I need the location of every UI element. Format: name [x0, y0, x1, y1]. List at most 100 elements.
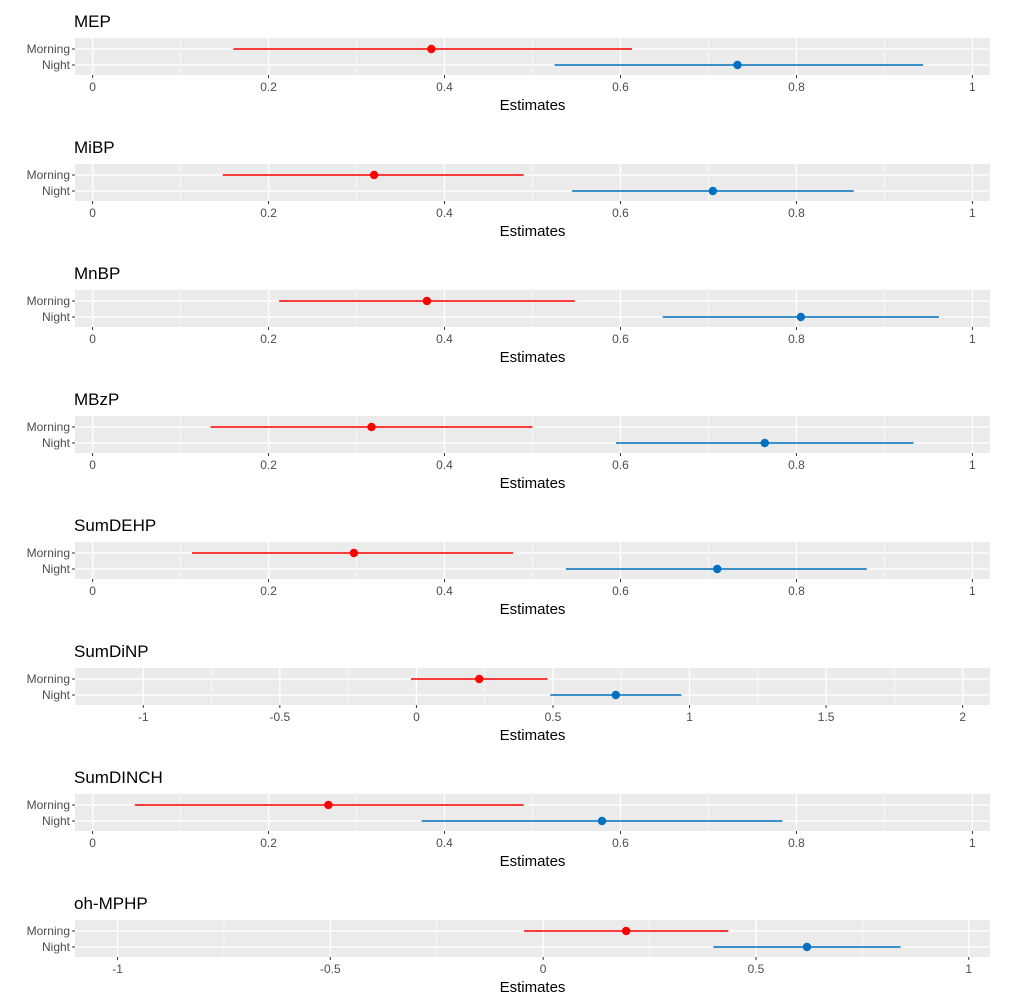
- x-axis-title: Estimates: [500, 223, 566, 240]
- x-tick-label: 0.8: [788, 584, 805, 598]
- x-axis-title: Estimates: [500, 601, 566, 618]
- x-tick-label: 0.6: [612, 458, 629, 472]
- panel-MBzP: MBzP Morning Night 0 0.2 0.4 0.6 0.8 1 Estimates: [27, 390, 990, 492]
- panel-title: SumDiNP: [74, 642, 149, 661]
- panel-title: MEP: [74, 12, 111, 31]
- y-label-morning: Morning: [27, 420, 70, 434]
- y-label-night: Night: [42, 940, 71, 954]
- x-tick-label: 0: [89, 332, 96, 346]
- panel-title: SumDEHP: [74, 516, 156, 535]
- x-tick-label: 0.8: [788, 458, 805, 472]
- x-tick-label: -1: [112, 962, 123, 976]
- x-tick-label: 1.5: [818, 710, 835, 724]
- x-tick-label: 0.5: [748, 962, 765, 976]
- y-label-night: Night: [42, 310, 71, 324]
- estimate-point-morning: [621, 926, 631, 936]
- x-tick-label: 0.5: [545, 710, 562, 724]
- plot-background: [75, 920, 990, 957]
- panel-title: MnBP: [74, 264, 120, 283]
- y-label-night: Night: [42, 814, 71, 828]
- x-tick-label: 0.4: [436, 332, 453, 346]
- x-tick-label: 1: [969, 206, 976, 220]
- y-label-morning: Morning: [27, 168, 70, 182]
- estimate-point-morning: [427, 44, 436, 54]
- estimate-point-morning: [324, 800, 333, 810]
- x-axis-title: Estimates: [500, 727, 566, 744]
- panel-SumDEHP: SumDEHP Morning Night 0 0.2 0.4 0.6 0.8 1 Estimat…: [27, 516, 990, 618]
- x-tick-label: 0: [89, 584, 96, 598]
- x-tick-label: -0.5: [320, 962, 341, 976]
- x-tick-label: 0.4: [436, 206, 453, 220]
- x-axis-title: Estimates: [500, 349, 566, 366]
- estimate-point-night: [713, 564, 722, 574]
- panel-title: MBzP: [74, 390, 119, 409]
- x-tick-label: 0.6: [612, 80, 629, 94]
- panel-title: SumDINCH: [74, 768, 163, 787]
- x-axis-title: Estimates: [500, 853, 566, 870]
- plot-background: [75, 668, 990, 705]
- x-tick-label: 0: [540, 962, 547, 976]
- x-tick-label: 1: [969, 458, 976, 472]
- estimate-point-night: [760, 438, 769, 448]
- y-label-night: Night: [42, 688, 71, 702]
- x-tick-label: 0: [89, 206, 96, 220]
- x-tick-label: 1: [686, 710, 693, 724]
- x-tick-label: 0.4: [436, 80, 453, 94]
- y-label-morning: Morning: [27, 546, 70, 560]
- y-label-morning: Morning: [27, 672, 70, 686]
- panel-MnBP: MnBP Morning Night 0 0.2 0.4 0.6 0.8 1 Estimates: [27, 264, 990, 366]
- x-tick-label: 1: [969, 584, 976, 598]
- x-tick-label: 0.6: [612, 836, 629, 850]
- x-tick-label: 0.4: [436, 584, 453, 598]
- x-tick-label: 0.8: [788, 80, 805, 94]
- y-label-morning: Morning: [27, 798, 70, 812]
- x-tick-label: 0: [89, 458, 96, 472]
- x-tick-label: 0: [413, 710, 420, 724]
- x-axis-title: Estimates: [500, 979, 566, 996]
- x-axis-title: Estimates: [500, 475, 566, 492]
- panel-SumDiNP: SumDiNP Morning Night -1 -0.5 0 0.5 1 1.5 2 Estima…: [27, 642, 990, 744]
- x-axis-title: Estimates: [500, 97, 566, 114]
- y-label-morning: Morning: [27, 294, 70, 308]
- estimate-point-night: [611, 690, 621, 700]
- panel-title: oh-MPHP: [74, 894, 148, 913]
- y-label-night: Night: [42, 184, 71, 198]
- y-label-night: Night: [42, 436, 71, 450]
- x-tick-label: 0.4: [436, 836, 453, 850]
- x-tick-label: 0.4: [436, 458, 453, 472]
- estimate-point-morning: [369, 170, 379, 180]
- y-label-morning: Morning: [27, 924, 70, 938]
- panel-title: MiBP: [74, 138, 115, 157]
- x-tick-label: 0.8: [788, 836, 805, 850]
- x-tick-label: 1: [969, 80, 976, 94]
- estimate-point-night: [597, 816, 607, 826]
- estimate-point-morning: [349, 548, 359, 558]
- estimate-point-night: [733, 60, 742, 70]
- panel-oh-MPHP: oh-MPHP Morning Night -1 -0.5 0 0.5 1 Estimates: [27, 894, 990, 996]
- x-tick-label: 0.2: [260, 836, 277, 850]
- x-tick-label: -0.5: [270, 710, 291, 724]
- y-label-morning: Morning: [27, 42, 70, 56]
- panel-MEP: MEP Morning Night 0 0.2 0.4 0.6 0.8 1 Estimates: [27, 12, 990, 114]
- x-tick-label: 2: [959, 710, 966, 724]
- x-tick-label: 1: [969, 836, 976, 850]
- x-tick-label: 0.6: [612, 332, 629, 346]
- x-tick-label: -1: [138, 710, 149, 724]
- x-tick-label: 1: [969, 332, 976, 346]
- panel-MiBP: MiBP Morning Night 0 0.2 0.4 0.6 0.8 1 Estimates: [27, 138, 990, 240]
- estimate-point-morning: [367, 422, 376, 432]
- x-tick-label: 1: [965, 962, 972, 976]
- estimate-point-morning: [422, 296, 432, 306]
- x-tick-label: 0.6: [612, 584, 629, 598]
- panel-SumDINCH: SumDINCH Morning Night 0 0.2 0.4 0.6 0.8 1 Estima…: [27, 768, 990, 870]
- x-tick-label: 0: [89, 80, 96, 94]
- y-label-night: Night: [42, 562, 71, 576]
- y-label-night: Night: [42, 58, 71, 72]
- estimate-point-morning: [475, 674, 484, 684]
- x-tick-label: 0.6: [612, 206, 629, 220]
- x-tick-label: 0.2: [260, 584, 277, 598]
- x-tick-label: 0.2: [260, 206, 277, 220]
- estimate-point-night: [802, 942, 812, 952]
